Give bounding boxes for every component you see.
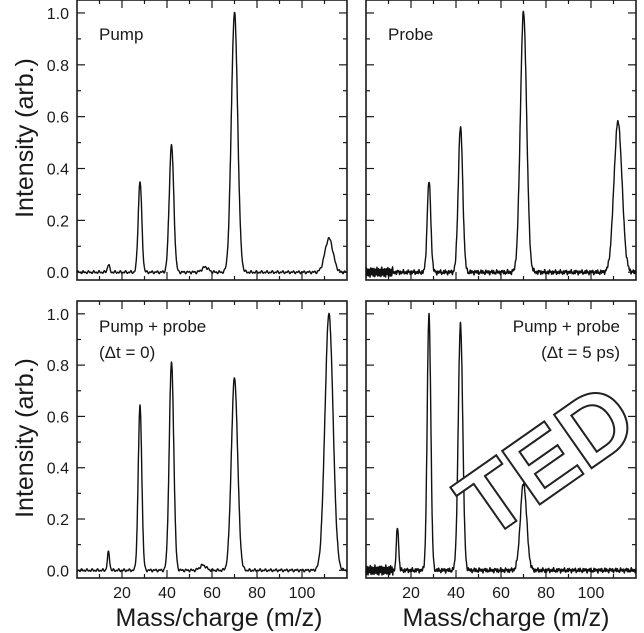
- spectrum-line: [365, 312, 637, 576]
- spectrum-line: [76, 11, 348, 275]
- x-tick-label: 100: [578, 585, 605, 602]
- y-tick-label: 0.4: [47, 162, 69, 179]
- x-axis-label-right: Mass/charge (m/z): [403, 604, 610, 632]
- x-tick-label: 40: [158, 585, 176, 602]
- panel-1: 0.0 0.2 0.4 0.6 0.8 1.0 Pump: [47, 0, 348, 282]
- spectrum-line: [76, 312, 348, 573]
- panel-2: Probe: [365, 0, 637, 281]
- y-tick-label: 0.6: [47, 110, 69, 127]
- y-tick-label: 0.0: [47, 265, 69, 282]
- y-axis-label-top: Intensity (arb.): [11, 58, 39, 218]
- x-tick-label: 20: [113, 585, 131, 602]
- x-tick-label: 60: [492, 585, 510, 602]
- y-tick-label: 0.0: [47, 563, 69, 580]
- panel-annotation: Pump + probe: [99, 317, 206, 336]
- x-tick-label: 100: [289, 585, 316, 602]
- spectrum-line: [365, 10, 637, 278]
- x-tick-label: 80: [537, 585, 555, 602]
- y-axis-label-bottom: Intensity (arb.): [11, 358, 39, 518]
- panel-annotation: Pump: [99, 25, 143, 44]
- x-tick-label: 60: [203, 585, 221, 602]
- y-tick-label: 0.4: [47, 461, 69, 478]
- x-tick-label: 20: [402, 585, 420, 602]
- y-tick-label: 0.2: [47, 213, 69, 230]
- y-tick-label: 0.6: [47, 409, 69, 426]
- watermark: TED: [438, 363, 644, 559]
- panel-annotation: Probe: [388, 25, 433, 44]
- x-axis-label-left: Mass/charge (m/z): [116, 604, 323, 632]
- x-tick-label: 80: [248, 585, 266, 602]
- y-tick-label: 0.2: [47, 512, 69, 529]
- panel-3: 0.0 0.2 0.4 0.6 0.8 1.0 20 40 60 80 100 Pump + prob…: [47, 300, 348, 602]
- y-tick-label: 1.0: [47, 6, 69, 23]
- y-tick-label: 0.8: [47, 58, 69, 75]
- y-tick-label: 1.0: [47, 307, 69, 324]
- panel-annotation: (Δt = 5 ps): [541, 343, 620, 362]
- panel-4: 20 40 60 80 100 Pump + probe (Δt = 5 ps): [365, 300, 637, 602]
- panel-annotation: (Δt = 0): [99, 343, 155, 362]
- x-tick-label: 40: [447, 585, 465, 602]
- panel-annotation: Pump + probe: [513, 317, 620, 336]
- peak-point: [396, 525, 399, 528]
- y-tick-label: 0.8: [47, 358, 69, 375]
